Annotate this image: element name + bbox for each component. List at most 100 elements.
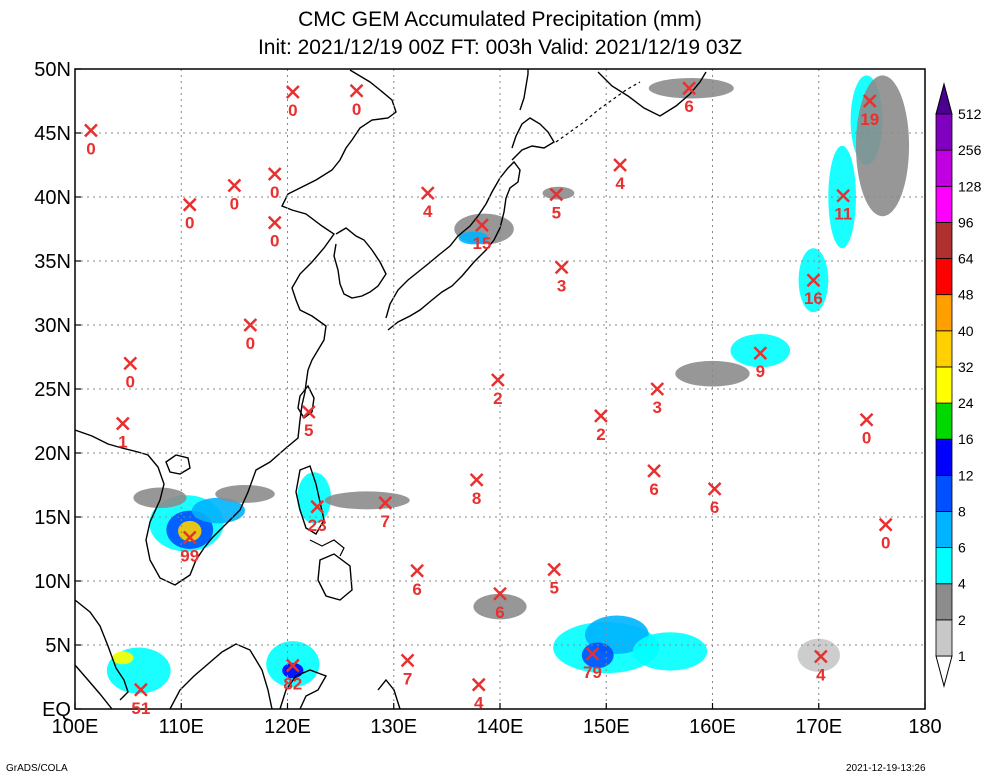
station-marker: 19 — [860, 94, 879, 129]
station-marker: 0 — [227, 178, 242, 213]
footer-timestamp: 2021-12-19-13:26 — [846, 763, 926, 774]
colorbar-level-label: 2 — [958, 612, 966, 628]
marker-cross — [182, 197, 197, 212]
marker-value-label: 0 — [185, 214, 194, 233]
marker-cross — [133, 682, 148, 697]
marker-cross — [547, 562, 562, 577]
marker-cross — [400, 653, 415, 668]
colorbar-box — [935, 547, 953, 585]
marker-cross — [594, 408, 608, 423]
marker-cross — [469, 472, 484, 487]
coastline-taiwan — [297, 384, 315, 420]
marker-cross — [115, 416, 130, 431]
marker-value-label: 5 — [549, 578, 558, 597]
colorbar-level-label: 16 — [958, 431, 974, 447]
marker-value-label: 0 — [270, 232, 279, 251]
marker-value-label: 4 — [423, 202, 433, 221]
marker-value-label: 16 — [804, 289, 823, 308]
marker-cross — [267, 167, 282, 181]
marker-value-label: 5 — [552, 203, 561, 222]
colorbar-level-label: 8 — [958, 503, 966, 519]
colorbar-level-label: 6 — [958, 540, 966, 556]
y-tick-label: 25N — [34, 379, 71, 401]
x-tick-label: 110E — [159, 716, 204, 738]
station-marker: 4 — [813, 649, 828, 685]
marker-value-label: 4 — [474, 694, 484, 713]
marker-cross — [493, 586, 507, 601]
station-marker: 99 — [180, 530, 199, 565]
marker-cross — [475, 218, 489, 233]
station-marker: 4 — [613, 158, 627, 193]
marker-value-label: 5 — [304, 421, 313, 440]
colorbar-level-label: 64 — [958, 251, 974, 267]
marker-cross — [123, 356, 138, 371]
y-axis-ticks: EQ 5N 10N 15N 20N 25N 30N 35N 40N 45N 50N — [34, 59, 81, 721]
station-marker: 6 — [493, 586, 507, 622]
marker-value-label: 51 — [131, 699, 150, 718]
station-marker: 6 — [682, 81, 697, 116]
y-tick-label: 20N — [34, 443, 71, 465]
station-marker: 16 — [804, 273, 823, 308]
marker-value-label: 0 — [230, 194, 239, 213]
station-marker: 6 — [647, 464, 661, 499]
marker-value-label: 15 — [472, 234, 491, 253]
colorbar-box — [935, 221, 953, 259]
coastline-sumatra — [75, 664, 113, 709]
marker-cross — [682, 81, 697, 96]
marker-cross — [243, 318, 258, 332]
marker-cross — [490, 373, 505, 387]
colorbar-level-label: 24 — [958, 395, 974, 411]
station-marker: 51 — [131, 682, 150, 718]
station-marker: 7 — [400, 653, 415, 688]
station-marker: 2 — [490, 373, 505, 408]
station-marker: 9 — [753, 346, 768, 381]
marker-value-label: 6 — [710, 498, 719, 517]
colorbar-level-label: 96 — [958, 214, 974, 230]
marker-cross — [349, 83, 364, 98]
station-marker: 1 — [115, 416, 130, 452]
colorbar-box — [935, 330, 953, 368]
marker-cross — [227, 178, 242, 193]
station-marker: 23 — [308, 499, 327, 535]
colorbar-box — [935, 583, 953, 621]
marker-value-label: 6 — [684, 97, 693, 116]
colorbar-level-label: 4 — [958, 576, 966, 592]
colorbar-box — [935, 511, 953, 549]
station-marker: 4 — [471, 677, 486, 713]
x-tick-label: 140E — [477, 716, 524, 738]
colorbar-box — [935, 258, 953, 296]
x-tick-label: 120E — [264, 716, 311, 738]
marker-cross — [420, 186, 435, 201]
colorbar-box — [935, 438, 953, 476]
colorbar-box — [935, 402, 953, 440]
marker-value-label: 8 — [472, 489, 481, 508]
coastline-japan — [385, 160, 521, 331]
marker-value-label: 6 — [412, 580, 421, 599]
marker-cross — [806, 273, 821, 288]
marker-cross — [585, 647, 600, 661]
marker-cross — [836, 188, 851, 203]
marker-cross — [753, 346, 768, 361]
station-marker: 0 — [123, 356, 138, 391]
precip-area-24 — [648, 77, 734, 99]
station-marker: 3 — [554, 260, 569, 295]
marker-cross — [182, 530, 197, 545]
precip-area-21 — [730, 333, 791, 368]
marker-value-label: 19 — [860, 110, 879, 129]
marker-value-label: 0 — [86, 139, 95, 158]
marker-cross — [549, 187, 564, 202]
precip-area-9 — [458, 231, 489, 245]
station-marker: 7 — [378, 496, 393, 531]
station-marker: 4 — [420, 186, 435, 221]
marker-cross — [707, 481, 722, 496]
x-tick-label: 100E — [52, 716, 99, 738]
station-marker: 5 — [547, 562, 562, 597]
station-marker: 0 — [243, 318, 258, 353]
colorbar-box — [935, 185, 953, 223]
colorbar-level-label: 256 — [958, 142, 982, 158]
chart-subtitle: Init: 2021/12/19 00Z FT: 003h Valid: 202… — [257, 36, 743, 59]
station-marker: 0 — [349, 83, 364, 119]
marker-cross — [554, 260, 569, 275]
x-tick-label: 150E — [583, 716, 630, 738]
